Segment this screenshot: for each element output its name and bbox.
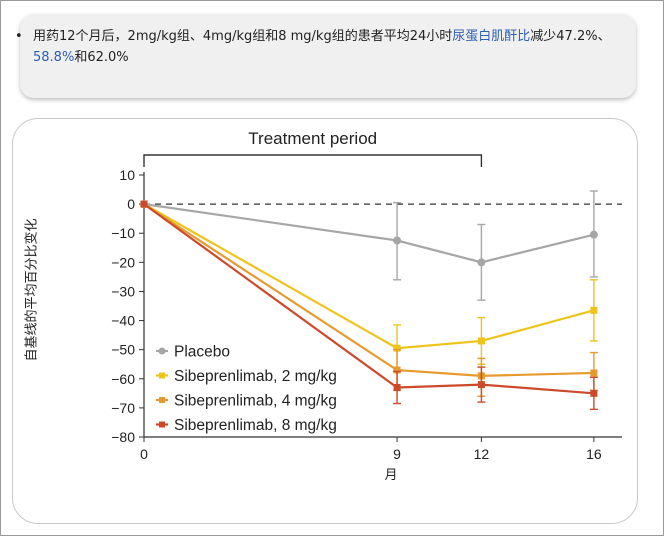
series-line bbox=[143, 203, 594, 395]
treatment-period-bracket bbox=[143, 154, 483, 167]
x-tick-label: 12 bbox=[474, 446, 490, 462]
data-point bbox=[140, 200, 148, 208]
legend-label: Sibeprenlimab, 2 mg/kg bbox=[174, 368, 337, 385]
y-tick-label: −60 bbox=[111, 371, 135, 387]
series-line bbox=[143, 203, 594, 377]
data-point bbox=[590, 369, 598, 377]
summary-highlight: 尿蛋白肌酐比 bbox=[452, 29, 531, 44]
data-point bbox=[393, 236, 402, 245]
summary-text-mid: 减少47.2%、 bbox=[530, 29, 611, 44]
y-tick-label: −50 bbox=[111, 342, 135, 358]
bullet: • bbox=[15, 29, 23, 44]
data-point bbox=[393, 366, 401, 374]
summary-text: • 用药12个月后，2mg/kg组、4mg/kg组和8 mg/kg组的患者平均24… bbox=[15, 26, 613, 68]
data-point bbox=[393, 384, 401, 392]
y-tick-label: −80 bbox=[111, 429, 135, 445]
legend-label: Sibeprenlimab, 4 mg/kg bbox=[174, 393, 337, 410]
summary-highlight-2: 58.8% bbox=[33, 50, 75, 65]
data-point bbox=[589, 230, 598, 239]
x-tick-label: 16 bbox=[586, 446, 602, 462]
data-point bbox=[393, 344, 401, 352]
data-point bbox=[477, 337, 485, 345]
series-line bbox=[143, 203, 595, 350]
y-tick-label: −70 bbox=[111, 400, 135, 416]
legend-marker bbox=[158, 347, 166, 355]
y-tick-label: 0 bbox=[127, 196, 135, 212]
legend-label: Placebo bbox=[174, 344, 230, 361]
data-point bbox=[477, 381, 485, 389]
legend-marker bbox=[159, 372, 165, 379]
y-tick-label: −20 bbox=[111, 254, 135, 270]
data-point bbox=[590, 389, 598, 397]
y-tick-label: −30 bbox=[111, 283, 135, 299]
legend-label: Sibeprenlimab, 8 mg/kg bbox=[174, 417, 337, 434]
legend-marker bbox=[159, 421, 165, 428]
chart-title: Treatment period bbox=[248, 129, 377, 148]
x-axis-label: 月 bbox=[384, 468, 397, 483]
summary-text-before: 用药12个月后，2mg/kg组、4mg/kg组和8 mg/kg组的患者平均24小… bbox=[33, 29, 453, 44]
summary-text-after: 和62.0% bbox=[74, 50, 129, 65]
summary-card bbox=[20, 14, 636, 98]
data-point bbox=[590, 306, 598, 314]
y-tick-label: −40 bbox=[111, 313, 135, 329]
x-tick-label: 0 bbox=[140, 446, 148, 462]
data-point bbox=[477, 258, 486, 267]
legend-marker bbox=[159, 397, 165, 403]
series-line bbox=[143, 203, 595, 264]
chart-card bbox=[12, 118, 638, 524]
y-tick-label: −10 bbox=[111, 225, 135, 241]
y-tick-label: 10 bbox=[119, 167, 135, 183]
x-tick-label: 9 bbox=[393, 446, 401, 462]
